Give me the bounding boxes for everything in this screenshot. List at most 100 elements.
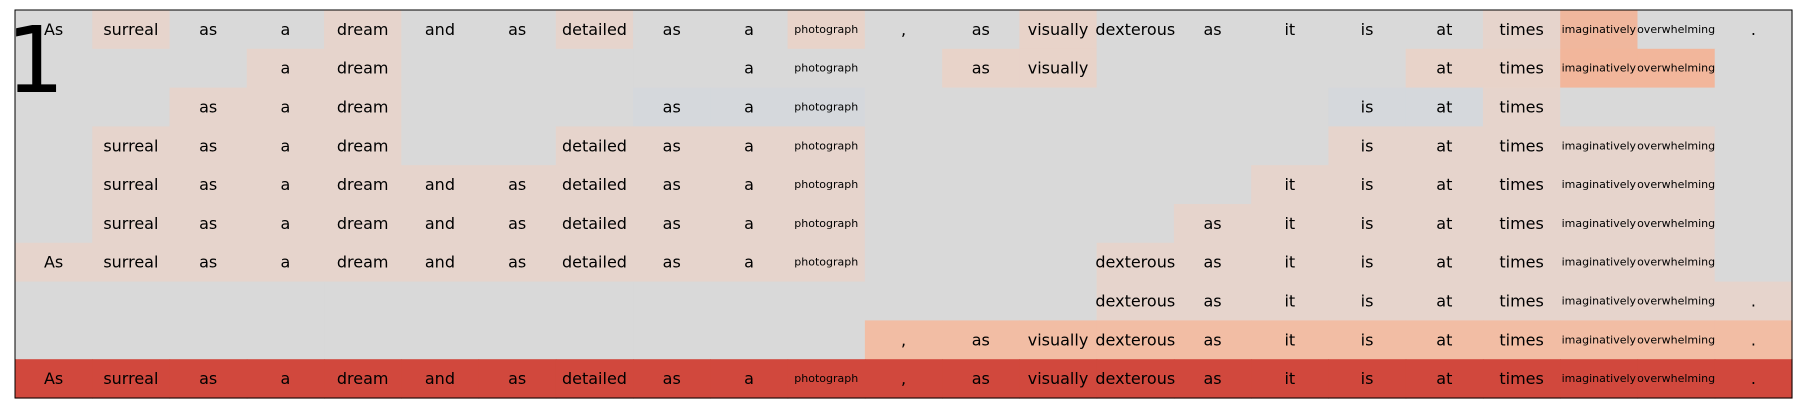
token-label: as	[972, 59, 990, 78]
heatmap-cell	[92, 320, 171, 360]
heatmap-cell	[1560, 165, 1639, 205]
heatmap-cell	[1714, 87, 1793, 127]
token-label: imaginatively	[1562, 178, 1637, 191]
heatmap-cell	[15, 359, 93, 399]
heatmap-cell	[1405, 126, 1484, 166]
heatmap-cell	[246, 359, 325, 399]
token-label: at	[1436, 330, 1452, 349]
heatmap-cell	[1482, 126, 1561, 166]
heatmap-cell	[555, 242, 634, 283]
heatmap-cell	[1328, 165, 1407, 205]
token-label: overwhelming	[1637, 23, 1715, 36]
heatmap-cell	[401, 320, 480, 360]
heatmap-cell	[478, 165, 557, 205]
heatmap-cell	[1019, 242, 1098, 283]
token-label: it	[1284, 214, 1295, 233]
token-label: dream	[337, 369, 389, 388]
token-label: surreal	[103, 20, 158, 39]
heatmap-cell	[169, 10, 248, 50]
heatmap-cell	[555, 204, 634, 244]
token-label: As	[44, 369, 63, 388]
token-label: it	[1284, 253, 1295, 272]
token-label: at	[1436, 369, 1452, 388]
heatmap-cell	[633, 87, 711, 127]
heatmap-cell	[1714, 48, 1793, 89]
heatmap-cell	[1019, 126, 1098, 166]
panel-label: 1	[6, 7, 65, 114]
heatmap-cell	[864, 10, 943, 50]
heatmap-cell	[787, 242, 866, 283]
heatmap-cell	[1560, 359, 1639, 399]
heatmap-cell	[169, 87, 248, 127]
token-label: as	[972, 330, 990, 349]
heatmap-cell	[246, 204, 325, 244]
heatmap-cell	[1714, 126, 1793, 166]
heatmap-cell	[633, 165, 711, 205]
heatmap-cell	[1405, 281, 1484, 321]
token-label: it	[1284, 369, 1295, 388]
heatmap-cell	[1328, 281, 1407, 321]
token-label: photograph	[794, 217, 858, 230]
heatmap-cell	[942, 320, 1020, 360]
heatmap-cell	[1482, 359, 1561, 399]
token-label: detailed	[562, 369, 627, 388]
heatmap-cell	[1328, 359, 1407, 399]
heatmap-cell	[710, 359, 789, 399]
heatmap-cell	[478, 48, 557, 89]
heatmap-cell	[1405, 10, 1484, 50]
heatmap-cell	[324, 87, 402, 127]
heatmap-cell	[1251, 126, 1330, 166]
heatmap-cell	[555, 126, 634, 166]
token-label: a	[744, 20, 754, 39]
heatmap-cell	[633, 10, 711, 50]
heatmap-cell	[324, 320, 402, 360]
token-label: is	[1361, 136, 1374, 155]
heatmap-cell	[1637, 281, 1716, 321]
token-label: as	[1203, 253, 1221, 272]
token-label: at	[1436, 136, 1452, 155]
token-label: is	[1361, 98, 1374, 117]
heatmap-cell	[1328, 48, 1407, 89]
heatmap-cell	[15, 281, 93, 321]
heatmap-cell	[1328, 126, 1407, 166]
token-label: .	[1751, 20, 1756, 39]
heatmap-cell	[555, 48, 634, 89]
heatmap-cell	[1560, 204, 1639, 244]
heatmap-cell	[1328, 10, 1407, 50]
heatmap-cell	[1328, 204, 1407, 244]
heatmap-cell	[710, 87, 789, 127]
heatmap-cell	[1637, 204, 1716, 244]
heatmap-cell	[401, 48, 480, 89]
token-label: as	[508, 214, 526, 233]
heatmap-cell	[1173, 165, 1252, 205]
heatmap-cell	[1096, 48, 1175, 89]
heatmap-cell	[401, 10, 480, 50]
heatmap-cell	[1560, 126, 1639, 166]
heatmap-cell	[478, 126, 557, 166]
heatmap-cell	[15, 204, 93, 244]
heatmap-cell	[1096, 10, 1175, 50]
token-label: it	[1284, 330, 1295, 349]
heatmap-cell	[1251, 320, 1330, 360]
token-label: as	[663, 369, 681, 388]
token-label: as	[199, 253, 217, 272]
token-label: as	[663, 214, 681, 233]
token-label: detailed	[562, 20, 627, 39]
token-label: at	[1436, 59, 1452, 78]
token-label: as	[1203, 292, 1221, 311]
token-label: dream	[337, 214, 389, 233]
heatmap-cell	[864, 165, 943, 205]
heatmap-cell	[942, 359, 1020, 399]
heatmap-cell	[1637, 126, 1716, 166]
token-label: overwhelming	[1637, 139, 1715, 152]
token-label: dream	[337, 59, 389, 78]
heatmap-cell	[1096, 281, 1175, 321]
heatmap-cell	[633, 48, 711, 89]
heatmap-cell	[1714, 320, 1793, 360]
heatmap-cell	[1019, 281, 1098, 321]
heatmap-cell	[478, 242, 557, 283]
token-label: and	[425, 253, 455, 272]
heatmap-cell	[401, 359, 480, 399]
heatmap-cell	[92, 48, 171, 89]
